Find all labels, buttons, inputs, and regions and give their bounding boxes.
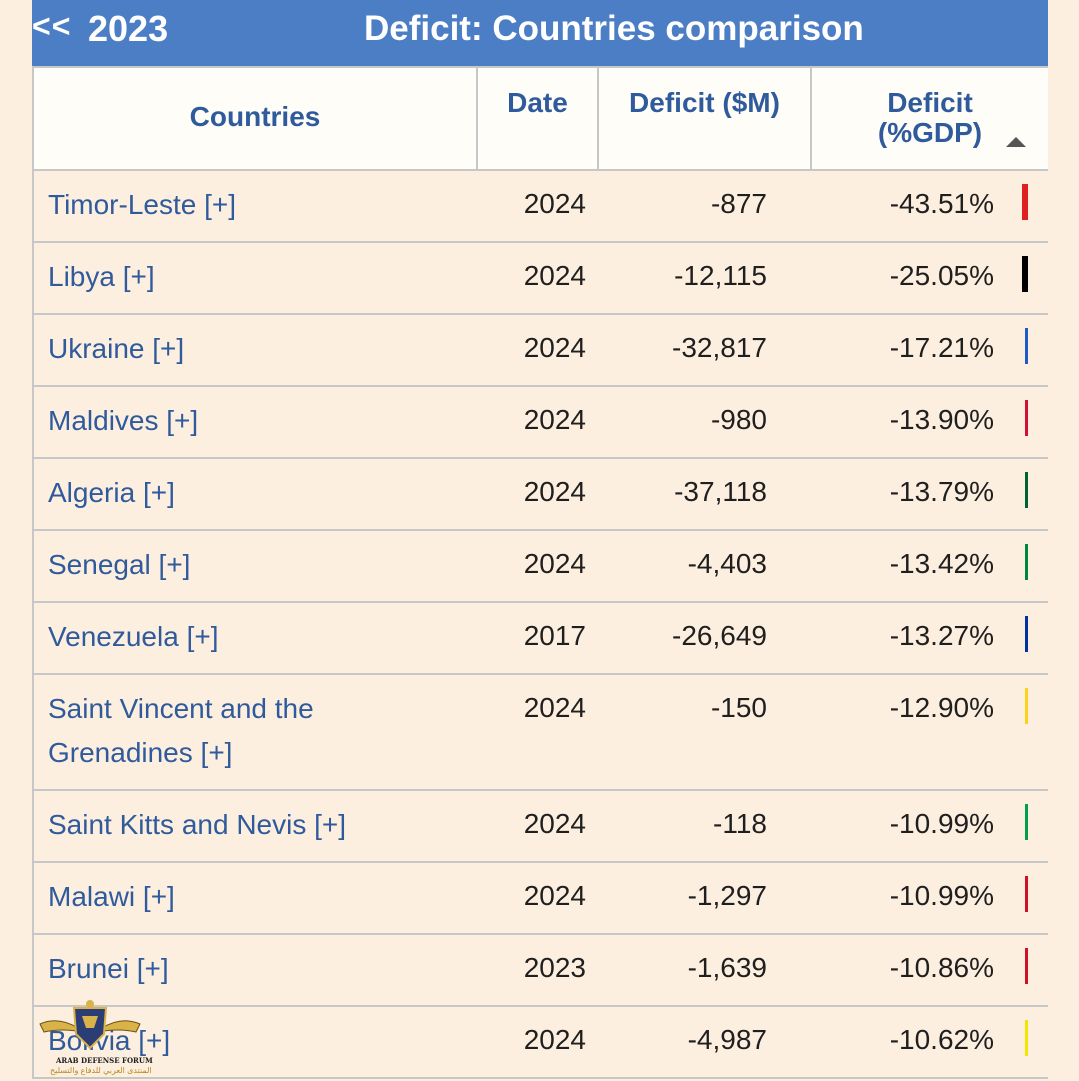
flag-color-bar <box>1025 1020 1028 1056</box>
deficit-gdp-cell: -10.86% <box>811 933 1048 1007</box>
table-row[interactable]: Malawi [+] 2024 -1,297 -10.99% <box>32 861 1048 935</box>
date-cell: 2024 <box>477 673 598 791</box>
deficit-gdp-cell: -10.99% <box>811 861 1048 935</box>
flag-color-bar <box>1025 616 1028 652</box>
deficit-cell: -980 <box>598 385 811 459</box>
country-link[interactable]: Malawi [+] <box>32 861 477 935</box>
deficit-cell: -26,649 <box>598 601 811 675</box>
eagle-shield-logo-icon <box>39 1000 141 1050</box>
date-cell: 2023 <box>477 933 598 1007</box>
country-link[interactable]: Saint Kitts and Nevis [+] <box>32 789 477 863</box>
deficit-cell: -118 <box>598 789 811 863</box>
date-cell: 2024 <box>477 861 598 935</box>
flag-color-bar <box>1025 948 1028 984</box>
table-row[interactable]: Algeria [+] 2024 -37,118 -13.79% <box>32 457 1048 531</box>
column-header-countries[interactable]: Countries <box>32 66 478 171</box>
flag-color-bar <box>1025 544 1028 580</box>
flag-color-bar <box>1025 876 1028 912</box>
flag-color-bar <box>1025 472 1028 508</box>
table-row[interactable]: Libya [+] 2024 -12,115 -25.05% <box>32 241 1048 315</box>
column-header-label-group: Deficit (%GDP) <box>812 88 1048 148</box>
column-header-label: Date <box>507 87 568 118</box>
country-link[interactable]: Maldives [+] <box>32 385 477 459</box>
table-row[interactable]: Venezuela [+] 2017 -26,649 -13.27% <box>32 601 1048 675</box>
deficit-gdp-cell: -10.99% <box>811 789 1048 863</box>
column-header-deficit[interactable]: Deficit ($M) <box>597 66 812 171</box>
country-link[interactable]: Brunei [+] <box>32 933 477 1007</box>
deficit-gdp-cell: -17.21% <box>811 313 1048 387</box>
column-header-date[interactable]: Date <box>476 66 599 171</box>
table-row[interactable]: Saint Vincent and the Grenadines [+] 2024… <box>32 673 1048 791</box>
deficit-gdp-cell: -43.51% <box>811 169 1048 243</box>
deficit-cell: -4,403 <box>598 529 811 603</box>
date-cell: 2024 <box>477 457 598 531</box>
deficit-cell: -877 <box>598 169 811 243</box>
date-cell: 2024 <box>477 313 598 387</box>
country-link[interactable]: Saint Vincent and the Grenadines [+] <box>32 673 477 791</box>
deficit-cell: -4,987 <box>598 1005 811 1079</box>
flag-color-bar <box>1025 400 1028 436</box>
deficit-gdp-cell: -13.79% <box>811 457 1048 531</box>
deficit-cell: -37,118 <box>598 457 811 531</box>
comparison-panel: << 2023 Deficit: Countries comparison Co… <box>32 0 1048 1081</box>
page-title: Deficit: Countries comparison <box>364 9 864 48</box>
date-cell: 2017 <box>477 601 598 675</box>
deficit-gdp-cell: -13.27% <box>811 601 1048 675</box>
deficit-gdp-cell: -13.90% <box>811 385 1048 459</box>
date-cell: 2024 <box>477 1005 598 1079</box>
deficit-cell: -32,817 <box>598 313 811 387</box>
watermark-text-en: ARAB DEFENSE FORUM <box>56 1056 153 1065</box>
deficit-gdp-cell: -13.42% <box>811 529 1048 603</box>
deficit-cell: -150 <box>598 673 811 791</box>
deficit-cell: -12,115 <box>598 241 811 315</box>
country-link[interactable]: Timor-Leste [+] <box>32 169 477 243</box>
country-link[interactable]: Libya [+] <box>32 241 477 315</box>
flag-color-bar <box>1022 184 1028 220</box>
flag-color-bar <box>1025 328 1028 364</box>
column-header-deficit-gdp[interactable]: Deficit (%GDP) <box>810 66 1048 171</box>
column-header-label: Deficit ($M) <box>629 87 780 118</box>
country-link[interactable]: Algeria [+] <box>32 457 477 531</box>
flag-color-bar <box>1022 256 1028 292</box>
table-row[interactable]: Senegal [+] 2024 -4,403 -13.42% <box>32 529 1048 603</box>
date-cell: 2024 <box>477 529 598 603</box>
country-link[interactable]: Ukraine [+] <box>32 313 477 387</box>
date-cell: 2024 <box>477 241 598 315</box>
countries-table: Countries Date Deficit ($M) Deficit (%GD… <box>32 66 1048 1079</box>
table-row[interactable]: Brunei [+] 2023 -1,639 -10.86% <box>32 933 1048 1007</box>
deficit-gdp-cell: -25.05% <box>811 241 1048 315</box>
flag-color-bar <box>1025 804 1028 840</box>
table-row[interactable]: Maldives [+] 2024 -980 -13.90% <box>32 385 1048 459</box>
back-button[interactable]: << <box>32 8 72 44</box>
column-header-label: Deficit <box>887 87 973 118</box>
table-row[interactable]: Bolivia [+] 2024 -4,987 -10.62% <box>32 1005 1048 1079</box>
column-header-label: (%GDP) <box>877 117 983 148</box>
deficit-gdp-cell: -12.90% <box>811 673 1048 791</box>
country-link[interactable]: Venezuela [+] <box>32 601 477 675</box>
date-cell: 2024 <box>477 385 598 459</box>
date-cell: 2024 <box>477 169 598 243</box>
sort-ascending-icon[interactable] <box>1006 137 1026 147</box>
flag-color-bar <box>1025 688 1028 724</box>
watermark-text-ar: المنتدى العربي للدفاع والتسليح <box>50 1066 152 1075</box>
deficit-cell: -1,639 <box>598 933 811 1007</box>
table-row[interactable]: Ukraine [+] 2024 -32,817 -17.21% <box>32 313 1048 387</box>
table-row[interactable]: Timor-Leste [+] 2024 -877 -43.51% <box>32 169 1048 243</box>
title-bar: << 2023 Deficit: Countries comparison <box>32 0 1048 66</box>
country-link[interactable]: Senegal [+] <box>32 529 477 603</box>
table-row[interactable]: Saint Kitts and Nevis [+] 2024 -118 -10.99% <box>32 789 1048 863</box>
date-cell: 2024 <box>477 789 598 863</box>
deficit-cell: -1,297 <box>598 861 811 935</box>
column-header-label: Countries <box>189 101 321 132</box>
year-label: 2023 <box>88 8 169 49</box>
watermark-logo: ARAB DEFENSE FORUM المنتدى العربي للدفاع… <box>38 998 153 1080</box>
table-header-row: Countries Date Deficit ($M) Deficit (%GD… <box>32 66 1048 171</box>
deficit-gdp-cell: -10.62% <box>811 1005 1048 1079</box>
